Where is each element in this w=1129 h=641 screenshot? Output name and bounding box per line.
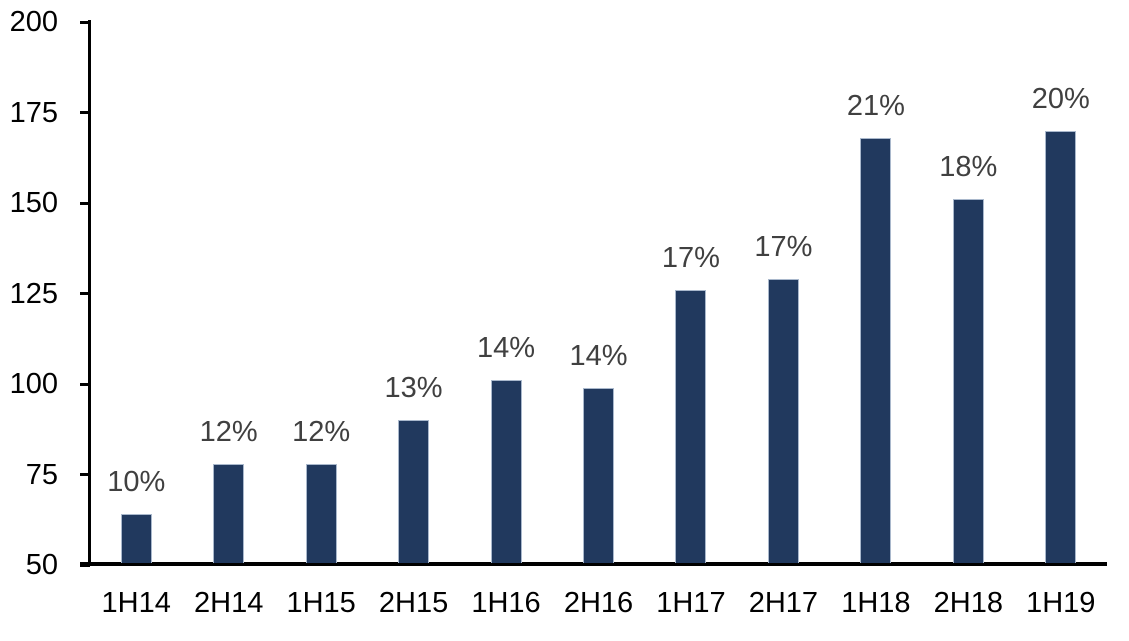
y-axis-tick-label: 150 (9, 187, 58, 219)
y-axis-tick-mark (80, 473, 90, 476)
bar-1H14 (120, 514, 152, 563)
y-axis-tick-label: 175 (9, 96, 58, 129)
x-axis-tick-label: 2H18 (933, 587, 1003, 619)
bar-data-label: 14% (477, 332, 536, 365)
x-axis-line (80, 562, 1107, 566)
x-axis-tick-label: 1H15 (286, 587, 356, 619)
bar-1H17 (675, 289, 707, 563)
x-axis-tick-label: 1H18 (841, 587, 911, 619)
y-axis-tick-mark (80, 201, 90, 205)
bar-2H16 (583, 387, 614, 563)
bar-data-label: 18% (939, 151, 998, 184)
y-axis-tick-label: 100 (9, 368, 58, 400)
bar-data-label: 17% (754, 231, 813, 264)
bar-data-label: 12% (199, 415, 258, 448)
bar-1H16 (490, 380, 522, 563)
bar-1H18 (860, 137, 892, 563)
y-axis-tick-label: 125 (9, 277, 58, 310)
x-axis-tick-label: 2H15 (378, 587, 449, 619)
y-axis-tick-mark (80, 382, 90, 386)
bar-data-label: 14% (569, 339, 628, 372)
y-axis-tick-mark (80, 292, 90, 295)
y-axis-tick-label: 50 (25, 549, 58, 581)
y-axis-tick-mark (80, 563, 90, 567)
x-axis-tick-label: 2H17 (748, 587, 819, 619)
y-axis-tick-label: 75 (25, 458, 58, 491)
x-axis-tick-label: 2H14 (194, 587, 264, 619)
bar-data-label: 12% (292, 415, 351, 448)
bar-data-label: 13% (384, 372, 443, 405)
y-axis-tick-mark (80, 20, 90, 24)
bar-2H14 (213, 463, 245, 563)
y-axis-tick-mark (80, 111, 90, 114)
bar-data-label: 21% (846, 89, 905, 122)
bar-data-label: 17% (661, 241, 720, 274)
y-axis-tick-label: 200 (9, 6, 58, 38)
x-axis-tick-label: 1H16 (471, 587, 541, 619)
x-axis-tick-label: 2H16 (563, 587, 634, 619)
x-axis-tick-label: 1H19 (1026, 587, 1096, 619)
bar-1H19 (1045, 130, 1077, 563)
bar-data-label: 10% (107, 466, 166, 499)
x-axis-tick-label: 1H14 (101, 587, 171, 619)
bar-2H18 (952, 199, 984, 563)
bar-data-label: 20% (1031, 82, 1090, 115)
bar-2H17 (767, 279, 799, 563)
bar-2H15 (398, 420, 430, 563)
x-axis-tick-label: 1H17 (656, 587, 726, 619)
bar-1H15 (305, 463, 337, 563)
